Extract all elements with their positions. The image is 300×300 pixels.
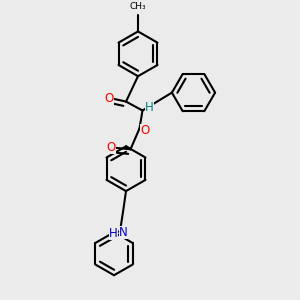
Text: H: H bbox=[145, 101, 154, 114]
Text: O: O bbox=[107, 141, 116, 154]
Text: H: H bbox=[109, 227, 118, 240]
Text: O: O bbox=[104, 92, 113, 105]
Text: O: O bbox=[140, 124, 149, 137]
Text: CH₃: CH₃ bbox=[130, 2, 146, 11]
Text: N: N bbox=[119, 226, 128, 239]
